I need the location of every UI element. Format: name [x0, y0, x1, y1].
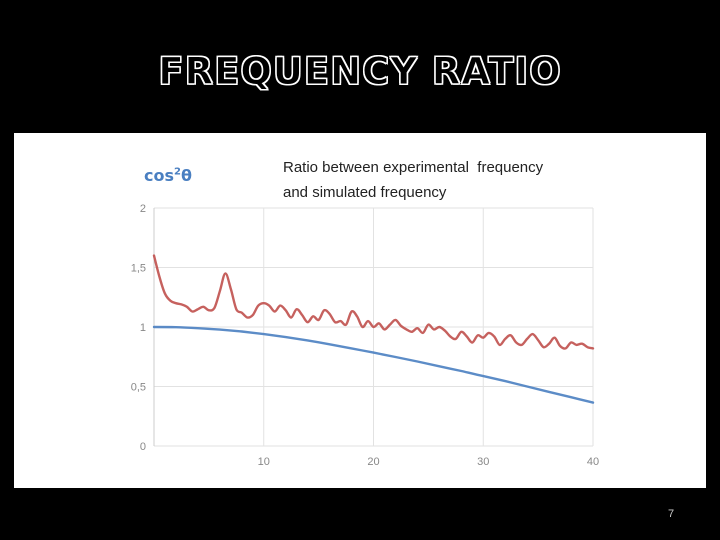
series-line-cos2theta: [152, 325, 595, 404]
legend-ratio: Ratio between experimental frequency and…: [283, 155, 543, 205]
slide-title: FREQUENCY RATIO: [158, 50, 562, 94]
y-tick-label: 1,5: [131, 263, 146, 275]
legend-cos-base: cos: [144, 166, 174, 185]
x-tick-label: 30: [477, 456, 489, 468]
y-tick-label: 2: [140, 203, 146, 215]
x-tick-label: 40: [587, 456, 599, 468]
legend-ratio-line1: Ratio between experimental frequency: [283, 159, 544, 176]
legend-ratio-line2: and simulated frequency: [283, 184, 447, 201]
chart-panel: 0 0,5 1 1,5 2 10 20 30 40 cos2θ Ratio between ex…: [14, 133, 706, 488]
legend-cos2theta: cos2θ: [144, 166, 192, 185]
legend-cos-theta: θ: [180, 166, 192, 185]
legend-cos-exponent: 2: [174, 166, 181, 178]
y-tick-label: 0: [140, 441, 146, 453]
frequency-ratio-chart: 0 0,5 1 1,5 2 10 20 30 40: [131, 203, 599, 468]
x-tick-label: 20: [367, 456, 379, 468]
y-tick-label: 1: [140, 322, 146, 334]
y-tick-label: 0,5: [131, 382, 146, 394]
x-tick-label: 10: [258, 456, 270, 468]
page-number: 7: [668, 508, 675, 520]
series-line-frequency-ratio: [152, 254, 595, 350]
